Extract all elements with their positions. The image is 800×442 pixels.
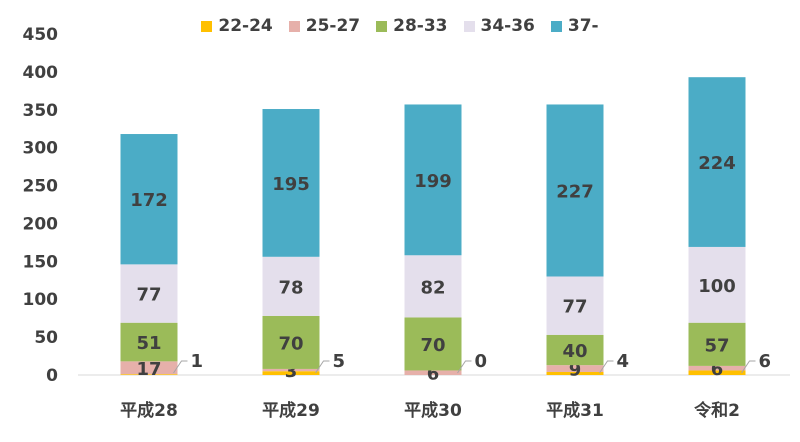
bar-segment-25-27 [262,368,320,372]
bar-segment-34-36 [688,246,746,323]
leader-line [599,360,614,374]
legend-swatch-28-33 [376,20,388,32]
legend-item-25-27: 25-27 [288,16,361,36]
leader-line [315,360,330,374]
y-tick-label: 0 [46,366,58,386]
chart-legend: 22-24 25-27 28-33 34-36 37- [0,14,800,38]
legend-label-37: 37- [567,16,599,36]
bar-segment-34-36 [120,264,178,323]
bar-segment-28-33 [404,317,462,371]
legend-swatch-22-24 [201,20,213,32]
data-label-22-24: 6 [759,351,772,372]
legend-label-22-24: 22-24 [218,16,273,36]
legend-label-28-33: 28-33 [393,16,448,36]
bar-segment-22-24 [120,374,178,375]
bar-segment-25-27 [120,361,178,375]
legend-swatch-25-27 [288,20,300,32]
bar-segment-28-33 [120,322,178,362]
leader-line [173,360,188,374]
bar-segment-34-36 [404,255,462,318]
data-label: 77 [136,285,161,306]
data-label: 199 [414,171,452,192]
bar-segment-28-33 [688,322,746,366]
bar-segment-37 [120,134,178,265]
data-label: 70 [278,333,303,354]
y-tick-label: 200 [23,214,59,234]
bar-segment-28-33 [262,315,320,369]
data-label: 77 [562,297,587,318]
data-label: 78 [278,277,303,298]
data-label: 195 [272,174,310,195]
x-tick-label: 平成31 [546,400,604,421]
data-label-22-24: 1 [191,351,204,372]
y-tick-label: 450 [23,25,59,45]
leader-line [457,360,472,374]
y-tick-label: 250 [23,177,59,197]
leader-line [741,360,756,374]
legend-item-22-24: 22-24 [201,16,273,36]
legend-item-37: 37- [550,16,599,36]
legend-item-34-36: 34-36 [463,16,535,36]
bar-segment-25-27 [688,365,746,371]
bar-segment-34-36 [262,256,320,316]
y-tick-label: 350 [23,101,59,121]
data-label: 40 [562,341,587,362]
x-tick-label: 平成29 [262,400,320,421]
data-label: 57 [704,335,729,356]
bar-segment-25-27 [404,370,462,375]
data-label-22-24: 5 [333,351,346,372]
legend-swatch-37 [550,20,562,32]
data-label: 227 [556,181,594,202]
bar-segment-34-36 [546,276,604,335]
data-label: 17 [136,359,161,380]
bar-segment-22-24 [262,371,320,375]
x-tick-label: 令和2 [694,400,740,421]
bar-segment-37 [404,104,462,256]
bar-segment-22-24 [688,370,746,375]
data-label: 100 [698,276,736,297]
bar-segment-22-24 [546,371,604,375]
data-label: 70 [420,335,445,356]
bar-segment-25-27 [546,365,604,372]
bar-segment-37 [688,77,746,247]
bar-segment-37 [546,104,604,277]
data-label: 51 [136,333,161,354]
bar-segment-37 [262,109,320,257]
data-label: 224 [698,153,736,174]
legend-swatch-34-36 [463,20,475,32]
legend-label-25-27: 25-27 [305,16,361,36]
legend-label-34-36: 34-36 [480,16,535,36]
data-label: 172 [130,190,168,211]
bar-segment-28-33 [546,334,604,366]
y-tick-label: 100 [23,290,59,310]
y-tick-label: 150 [23,252,59,272]
data-label-22-24: 0 [475,351,488,372]
x-tick-label: 平成28 [120,400,178,421]
data-label-22-24: 4 [617,351,630,372]
x-tick-label: 平成30 [404,400,462,421]
data-label: 82 [420,277,445,298]
y-tick-label: 300 [23,139,59,159]
y-tick-label: 400 [23,63,59,83]
y-tick-label: 50 [34,328,58,348]
legend-item-28-33: 28-33 [376,16,448,36]
